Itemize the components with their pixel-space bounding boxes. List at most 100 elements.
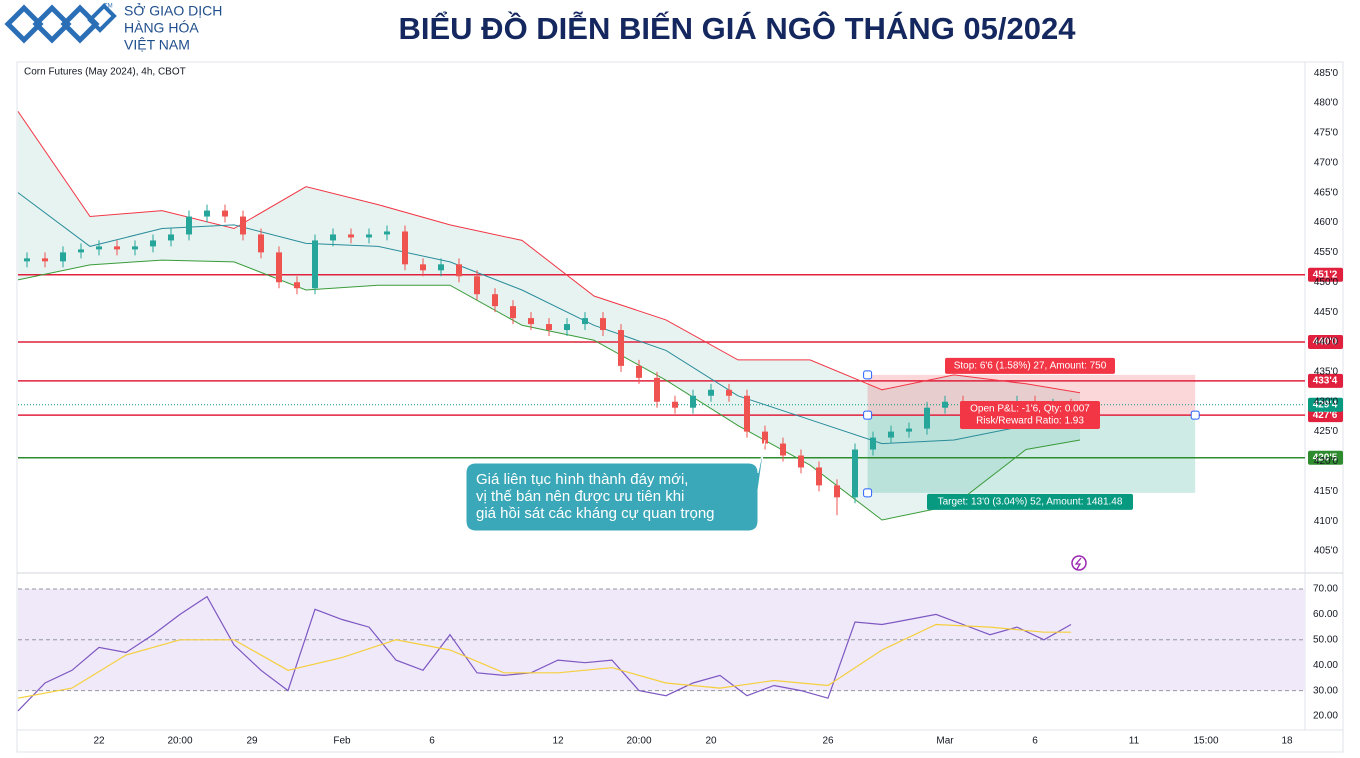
candle-body	[258, 234, 264, 253]
candle-body	[942, 401, 948, 408]
y-tick-label: 410'0	[1314, 516, 1339, 527]
target-label: Target: 13'0 (3.04%) 52, Amount: 1481.48	[938, 496, 1123, 507]
candle-body	[924, 407, 930, 429]
y-tick-label: 475'0	[1314, 128, 1339, 139]
rr-label: Risk/Reward Ratio: 1.93	[976, 416, 1084, 427]
candle-body	[384, 231, 390, 235]
level-label: 451'2	[1313, 269, 1338, 280]
logo-shape	[32, 4, 72, 44]
candle-body	[906, 428, 912, 432]
candle-body	[132, 246, 138, 250]
y-tick-label: 60.00	[1313, 609, 1338, 620]
rsi-line	[17, 595, 1072, 712]
candle-body	[456, 264, 462, 277]
position-handle	[863, 488, 873, 498]
candle-body	[42, 258, 48, 262]
level-label: 420'5	[1313, 452, 1338, 463]
band-fill	[18, 111, 1080, 521]
y-tick-label: 30.00	[1313, 685, 1338, 696]
y-tick-label: 470'0	[1314, 157, 1339, 168]
y-tick-label: 20.00	[1313, 711, 1338, 722]
candle-body	[474, 276, 480, 295]
candle-body	[852, 449, 858, 498]
candle-body	[834, 485, 840, 498]
candle-body	[96, 246, 102, 250]
candle-body	[690, 395, 696, 408]
band-line	[17, 111, 1081, 394]
candle-body	[744, 395, 750, 432]
alert-icon	[1071, 555, 1087, 571]
logo: TM SỞ GIAO DỊCH HÀNG HÓA VIỆT NAM	[4, 2, 222, 53]
y-tick-label: 425'0	[1314, 426, 1339, 437]
y-tick-label: 485'0	[1314, 68, 1339, 79]
logo-shape	[4, 4, 44, 44]
alert-icon-bolt	[1074, 557, 1082, 570]
candle-body	[888, 431, 894, 438]
candle-body	[510, 306, 516, 319]
level-label-box	[1308, 334, 1343, 349]
x-tick-label: 29	[246, 736, 258, 747]
band-line	[17, 259, 1081, 521]
page-title: BIỂU ĐỒ DIỄN BIẾN GIÁ NGÔ THÁNG 05/2024	[399, 10, 1077, 46]
candle-body	[438, 264, 444, 271]
y-tick-label: 430'0	[1314, 396, 1339, 407]
x-tick-label: 6	[1032, 736, 1038, 747]
level-label-box	[1308, 397, 1343, 412]
stop-label: Stop: 6'6 (1.58%) 27, Amount: 750	[954, 360, 1107, 371]
candle-body	[816, 467, 822, 486]
level-label: 433'4	[1313, 375, 1338, 386]
logo-text: SỞ GIAO DỊCH	[124, 2, 222, 19]
level-label: 427'6	[1313, 410, 1338, 421]
candle-body	[564, 324, 570, 331]
candle-body	[780, 443, 786, 456]
candle-body	[420, 264, 426, 271]
symbol-label: Corn Futures (May 2024), 4h, CBOT	[24, 67, 186, 78]
logo-text: VIỆT NAM	[124, 37, 190, 53]
candle-body	[312, 240, 318, 289]
candle-body	[114, 246, 120, 250]
candle-body	[582, 318, 588, 325]
candle-body	[762, 431, 768, 444]
candle-body	[186, 216, 192, 235]
callout-text: giá hồi sát các kháng cự quan trọng	[476, 505, 715, 522]
candle-body	[60, 252, 66, 262]
y-tick-label: 450'0	[1314, 277, 1339, 288]
candle-body	[168, 234, 174, 241]
x-tick-label: 11	[1129, 736, 1140, 747]
candle-body	[600, 318, 606, 331]
candle-body	[204, 210, 210, 217]
y-tick-label: 445'0	[1314, 307, 1339, 318]
x-tick-label: 18	[1281, 736, 1293, 747]
candle-body	[222, 210, 228, 217]
level-label-box	[1308, 267, 1343, 282]
x-tick-label: 15:00	[1193, 736, 1218, 747]
logo-tm: TM	[104, 4, 113, 10]
y-tick-label: 465'0	[1314, 187, 1339, 198]
x-tick-label: Feb	[333, 736, 351, 747]
candle-body	[276, 252, 282, 283]
x-tick-label: 12	[552, 736, 564, 747]
candle-body	[330, 234, 336, 241]
level-label-box	[1308, 450, 1343, 465]
candle-body	[24, 258, 30, 262]
logo-text: HÀNG HÓA	[124, 20, 199, 36]
candle-body	[708, 389, 714, 396]
x-tick-label: 20:00	[167, 736, 192, 747]
logo-shape	[87, 3, 117, 33]
candle-body	[492, 294, 498, 307]
stop-label-box	[945, 357, 1115, 374]
x-tick-label: 20	[705, 736, 717, 747]
candle-body	[528, 318, 534, 325]
x-tick-label: 26	[822, 736, 834, 747]
candle-body	[240, 216, 246, 235]
position-handle	[863, 370, 873, 380]
x-tick-label: Mar	[936, 736, 954, 747]
x-tick-label: 20:00	[626, 736, 651, 747]
callout	[465, 439, 766, 532]
target-label-box	[927, 493, 1133, 510]
level-label: 440'0	[1313, 337, 1338, 348]
band-line	[17, 192, 1081, 445]
candle-body	[546, 324, 552, 331]
y-tick-label: 455'0	[1314, 247, 1339, 258]
candle-body	[402, 231, 408, 265]
